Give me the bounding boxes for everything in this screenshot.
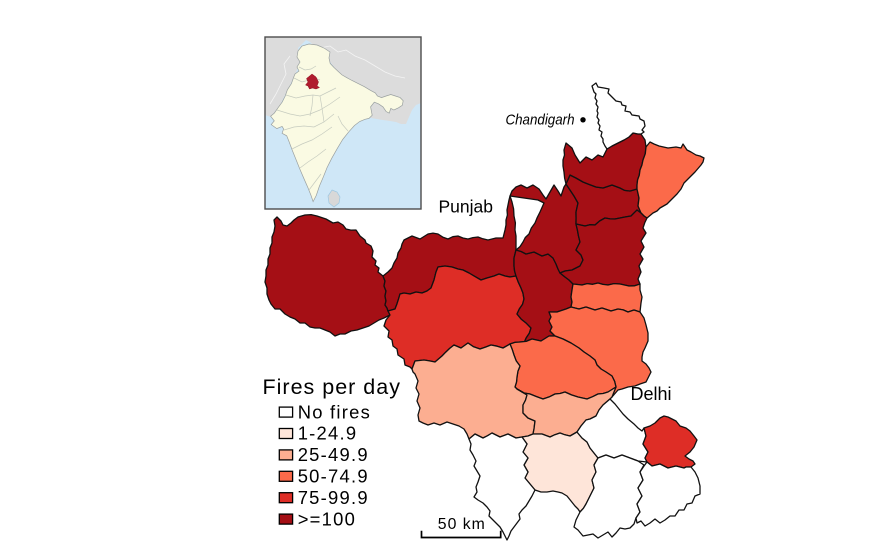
svg-text:50 km: 50 km [438,516,486,533]
svg-text:50-74.9: 50-74.9 [298,466,369,487]
svg-text:>=100: >=100 [298,508,356,529]
svg-text:75-99.9: 75-99.9 [298,487,369,508]
svg-text:25-49.9: 25-49.9 [298,444,369,465]
svg-text:Delhi: Delhi [631,384,672,404]
svg-text:1-24.9: 1-24.9 [298,423,358,444]
svg-text:Chandigarh: Chandigarh [506,112,575,128]
svg-text:No fires: No fires [298,401,371,422]
svg-text:Punjab: Punjab [439,197,494,217]
svg-text:Fires per day: Fires per day [263,375,401,399]
